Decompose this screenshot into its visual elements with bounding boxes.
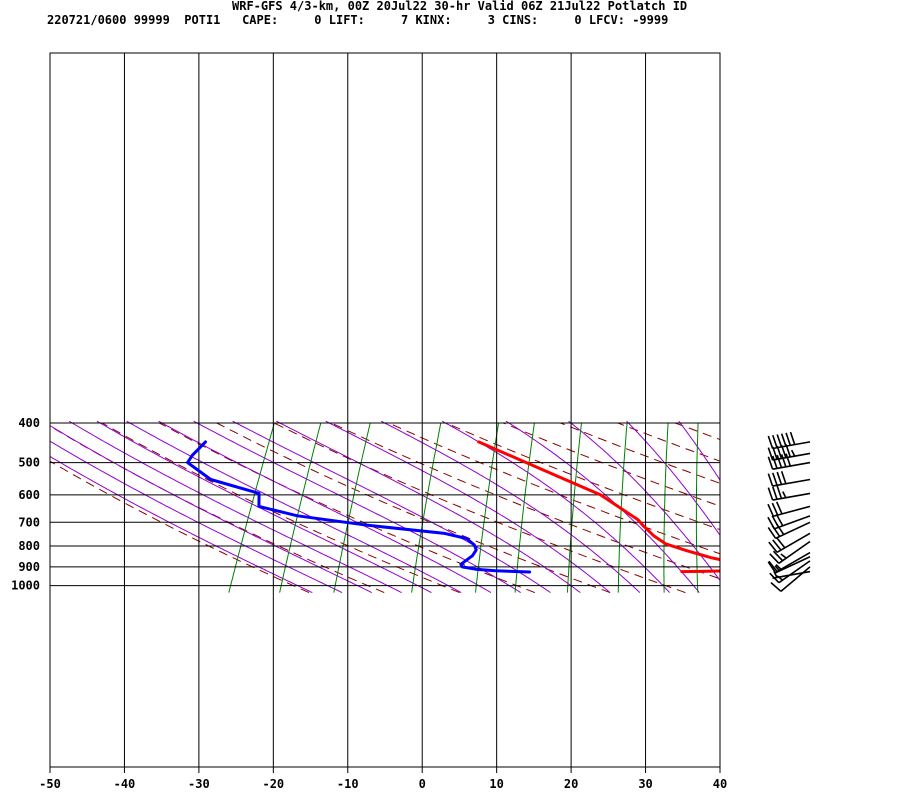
moist-adiabat: [96, 420, 432, 594]
pressure-tick-label: 1000: [11, 579, 40, 593]
wind-barb: [772, 570, 811, 579]
pressure-tick-label: 600: [18, 488, 40, 502]
wind-barb: [767, 485, 811, 501]
pressure-tick-label: 900: [18, 560, 40, 574]
moist-adiabat: [68, 420, 402, 594]
dry-adiabat: [331, 422, 720, 580]
wind-barb: [767, 521, 811, 540]
wind-barb: [767, 453, 811, 470]
moist-adiabat: [126, 420, 462, 594]
dry-adiabat: [101, 422, 460, 594]
wind-barb: [768, 551, 811, 573]
moist-adiabat: [50, 455, 313, 594]
wind-barb: [767, 471, 811, 487]
moist-adiabat: [50, 425, 373, 594]
plot-frame: [49, 52, 721, 768]
dry-adiabat: [847, 423, 900, 593]
temperature-tick-label: -40: [114, 777, 136, 791]
temperature-axis: -50 -40 -30 -20 -10 0 10 20 30 40: [39, 767, 727, 791]
wind-barb: [769, 540, 811, 564]
wind-barb: [768, 532, 811, 554]
moist-adiabat: [505, 420, 700, 593]
pressure-tick-label: 800: [18, 539, 40, 553]
dry-adiabat: [732, 423, 900, 593]
temperature-tick-label: -10: [337, 777, 359, 791]
mixing-ratio-line: [721, 423, 724, 593]
mixing-ratio-line: [663, 422, 669, 593]
mixing-ratio-line: [333, 422, 371, 593]
mixing-ratio-line: [228, 422, 275, 593]
temperature-tick-label: 40: [713, 777, 727, 791]
pressure-tick-label: 500: [18, 456, 40, 470]
wind-barb: [767, 556, 811, 574]
moist-adiabat: [441, 420, 670, 593]
plot-border: [49, 52, 721, 768]
grid: [49, 53, 721, 767]
dewpoint-trace: [186, 440, 532, 574]
wind-barb: [770, 566, 811, 592]
mixing-ratio-line: [475, 422, 500, 593]
wind-barb: [767, 431, 811, 450]
dry-adiabat: [50, 425, 385, 594]
mixing-ratio-line: [759, 423, 766, 593]
temperature-tick-label: 0: [419, 777, 426, 791]
temperature-tick-label: -30: [188, 777, 210, 791]
moist-adiabat: [626, 420, 720, 537]
moist-adiabat: [232, 420, 551, 594]
moist-adiabat: [678, 420, 720, 481]
dry-adiabat: [560, 422, 720, 484]
temperature-tick-label: -20: [262, 777, 284, 791]
wind-barb: [767, 501, 811, 517]
station-indices-line: 220721/0600 99999 POTI1 CAPE: 0 LIFT: 7 …: [47, 13, 669, 27]
wind-barb: [767, 444, 811, 461]
pressure-tick-label: 400: [18, 416, 40, 430]
chart-title: WRF-GFS 4/3-km, 00Z 20Jul22 30-hr Valid …: [232, 0, 688, 13]
pressure-axis: 400 500 600 700 800 900 1000: [11, 416, 40, 593]
temperature-tick-label: 10: [489, 777, 503, 791]
pressure-tick-label: 700: [18, 515, 40, 529]
moist-adiabat: [193, 420, 521, 594]
mixing-ratio-line: [695, 422, 699, 593]
moist-adiabat: [50, 440, 343, 594]
temperature-tick-label: -50: [39, 777, 61, 791]
temperature-trace: [477, 440, 720, 574]
temperature-tick-label: 20: [564, 777, 578, 791]
mixing-ratio-line: [617, 422, 628, 593]
temperature-tick-label: 30: [638, 777, 652, 791]
moist-adiabat: [568, 420, 720, 582]
moist-adiabat: [158, 420, 492, 594]
sounding-traces: [186, 440, 720, 574]
dry-adiabat: [50, 460, 310, 594]
wind-barbs: [767, 431, 811, 592]
dry-adiabat: [216, 422, 611, 594]
moist-adiabat: [325, 420, 611, 593]
mixing-ratio-line: [279, 422, 322, 593]
